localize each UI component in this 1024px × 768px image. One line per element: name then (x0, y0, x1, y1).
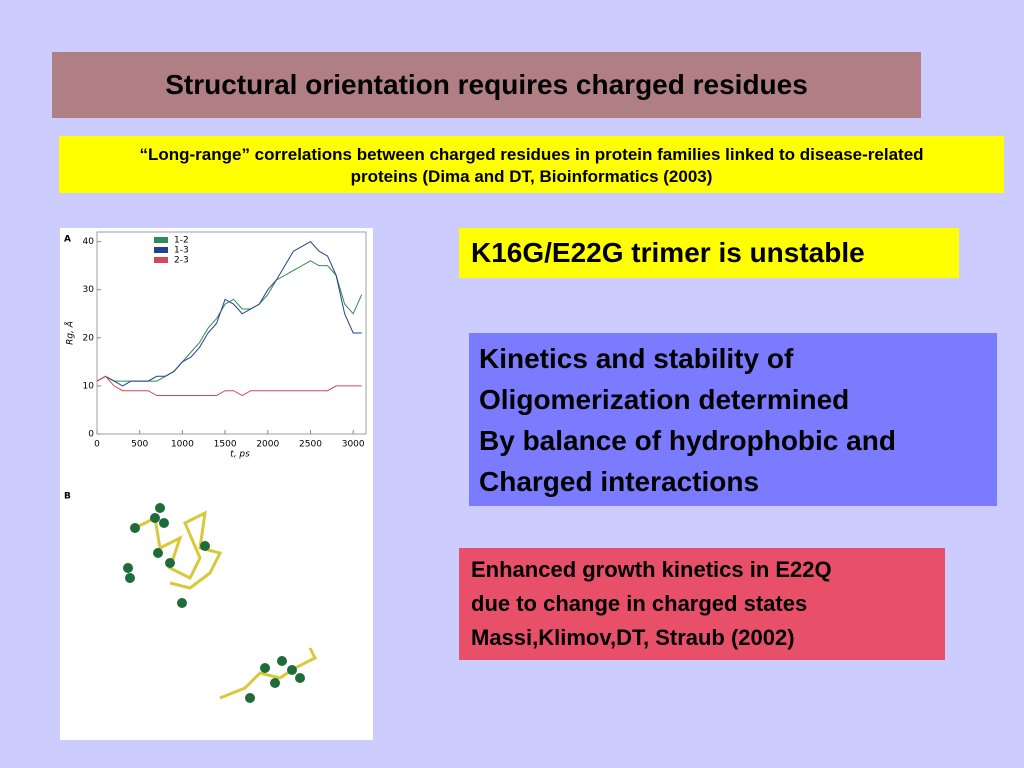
note-line: Enhanced growth kinetics in E22Q (471, 557, 832, 582)
kinetics-note: Kinetics and stability of Oligomerizatio… (469, 333, 997, 506)
backbone (219, 647, 318, 700)
x-axis-label: t, ps (230, 450, 250, 460)
figure: A B t, ps Rg, Å 0 500 1000 1500 2000 2500 3000… (60, 228, 373, 740)
legend-label: 1-3 (174, 246, 189, 256)
plot-frame (96, 231, 367, 435)
citation-box: “Long-range” correlations between charge… (59, 136, 1004, 193)
legend-label: 2-3 (174, 256, 189, 266)
trimer-note: K16G/E22G trimer is unstable (459, 228, 959, 278)
note-line: due to change in charged states (471, 591, 808, 616)
residue (150, 513, 160, 523)
y-tick-label: 40 (83, 237, 95, 247)
note-line: Oligomerization determined (479, 384, 850, 415)
series-line (96, 240, 362, 387)
molecule-structure (134, 510, 318, 700)
legend-swatch (154, 257, 168, 263)
residue (260, 663, 270, 673)
y-tick-label: 0 (88, 430, 94, 440)
legend-swatch (154, 237, 168, 243)
residue (277, 656, 287, 666)
x-tick-label: 0 (94, 440, 100, 450)
backbone (134, 510, 223, 590)
charged-residues (123, 503, 305, 703)
y-tick-label: 30 (83, 285, 95, 295)
x-tick-label: 2000 (256, 440, 279, 450)
series-line (96, 375, 362, 397)
residue (270, 678, 280, 688)
residue (123, 563, 133, 573)
residue (165, 558, 175, 568)
residue (159, 518, 169, 528)
y-tick-label: 10 (83, 381, 95, 391)
x-tick-label: 3000 (342, 440, 365, 450)
citation-line: proteins (Dima and DT, Bioinformatics (2… (350, 167, 713, 186)
x-tick-label: 1500 (214, 440, 237, 450)
y-axis-label: Rg, Å (64, 321, 76, 345)
x-tick-label: 500 (131, 440, 148, 450)
x-tick-label: 1000 (171, 440, 194, 450)
legend-swatch (154, 247, 168, 253)
citation-line: “Long-range” correlations between charge… (139, 145, 924, 164)
y-tick-label: 20 (83, 333, 95, 343)
residue (177, 598, 187, 608)
growth-note: Enhanced growth kinetics in E22Q due to … (459, 548, 945, 660)
residue (153, 548, 163, 558)
residue (125, 573, 135, 583)
panel-label: A (64, 235, 71, 245)
panel-label: B (64, 492, 71, 502)
residue (245, 693, 255, 703)
residue (295, 673, 305, 683)
residue (130, 523, 140, 533)
residue (200, 541, 210, 551)
slide-title: Structural orientation requires charged … (52, 52, 921, 118)
x-tick-label: 2500 (299, 440, 322, 450)
note-line: Charged interactions (479, 466, 760, 497)
residue (287, 665, 297, 675)
legend-label: 1-2 (174, 236, 189, 246)
note-line: Kinetics and stability of (479, 343, 794, 374)
figure-background (60, 228, 373, 740)
note-line: Massi,Klimov,DT, Straub (2002) (471, 625, 795, 650)
note-line: By balance of hydrophobic and (479, 425, 896, 456)
residue (155, 503, 165, 513)
